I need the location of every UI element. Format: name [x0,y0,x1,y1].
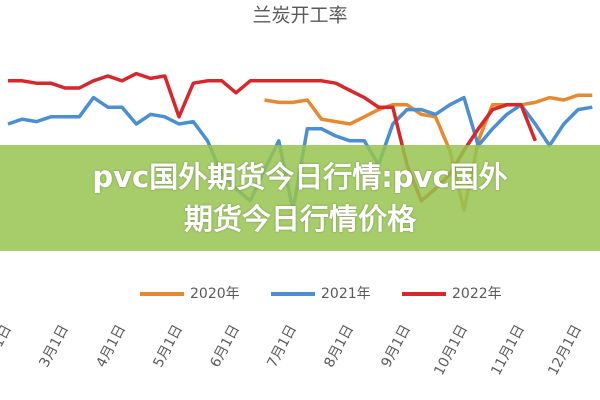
x-tick-label: 4月1日 [93,322,129,370]
x-tick-label: 3月1日 [36,322,72,370]
chart-title: 兰炭开工率 [252,5,347,27]
x-tick-label: 12月1日 [545,322,585,378]
overlay-text: 期货今日行情价格 [183,202,416,236]
x-tick-label: 5月1日 [150,322,186,370]
legend-label: 2020年 [190,286,240,302]
line-series [264,93,593,213]
x-tick-label: 6月1日 [207,322,243,370]
legend-label: 2021年 [321,286,371,302]
x-tick-label: 11月1日 [488,322,528,378]
x-tick-label: 7月1日 [264,322,300,370]
x-tick-label: 2月1日 [0,322,15,370]
overlay-banner: pvc国外期货今日行情:pvc国外 期货今日行情价格 [0,145,600,251]
overlay-text: pvc国外期货今日行情:pvc国外 [92,160,508,194]
x-tick-label: 10月1日 [431,322,471,378]
x-tick-label: 8月1日 [321,322,357,370]
legend-label: 2022年 [452,286,502,302]
x-tick-label: 9月1日 [378,322,414,370]
